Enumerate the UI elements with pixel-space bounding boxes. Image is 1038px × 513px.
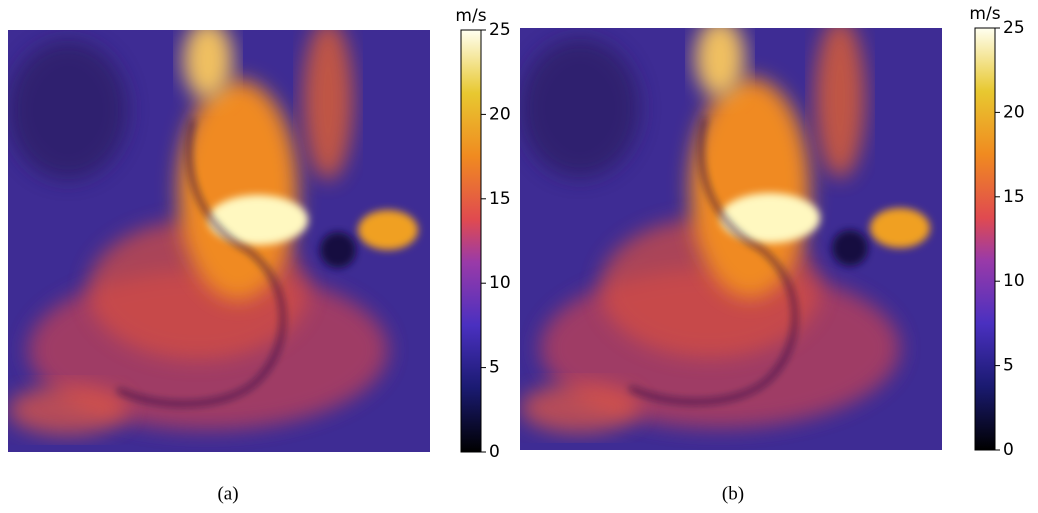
colorbar-tick-label: 15 [489,189,511,209]
panel-caption: (a) [217,483,238,504]
panel-caption: (b) [722,483,744,504]
colorbar-tick-label: 0 [1003,440,1014,460]
colorbar-tick-label: 20 [489,104,511,124]
colorbar-label: m/s [969,4,1000,24]
colorbar-tick-label: 10 [489,273,511,293]
colorbar-tick-label: 25 [489,20,511,40]
colorbar-tick-label: 15 [1003,187,1025,207]
speed-field-a [8,20,430,452]
colorbar-tick-label: 10 [1003,271,1025,291]
colorbar-tick-label: 5 [1003,356,1014,376]
colorbar-tick-label: 0 [489,442,500,462]
colorbar-tick-label: 5 [489,358,500,378]
colorbar-tick-label: 20 [1003,102,1025,122]
speed-field-b [520,18,942,450]
colorbar [974,27,996,451]
colorbar [460,29,482,453]
colorbar-tick-label: 25 [1003,18,1025,38]
colorbar-label: m/s [455,6,486,26]
